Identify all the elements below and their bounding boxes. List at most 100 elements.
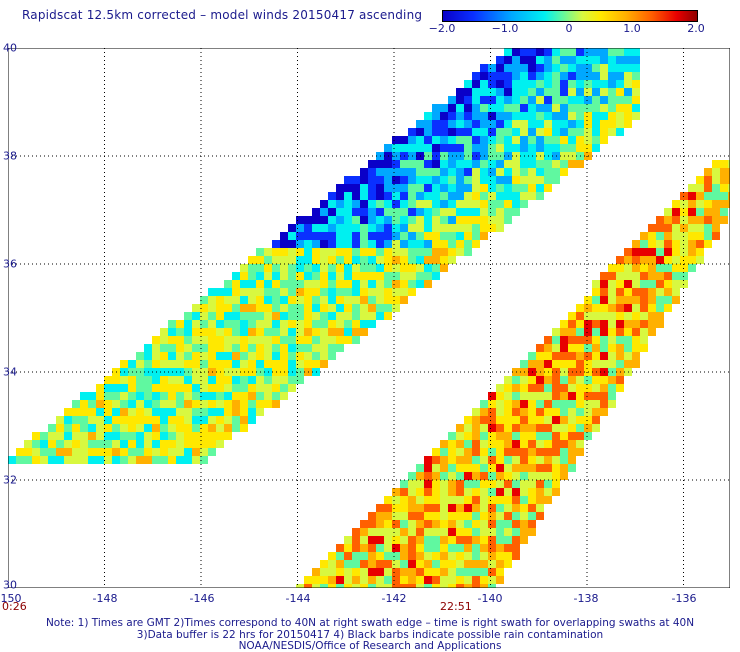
swath-cell: [512, 536, 520, 544]
swath-cell: [616, 120, 624, 128]
swath-cell: [640, 328, 648, 336]
swath-cell: [520, 136, 528, 144]
swath-cell: [376, 248, 384, 256]
swath-cell: [544, 48, 552, 56]
swath-cell: [632, 264, 640, 272]
swath-cell: [184, 416, 192, 424]
swath-cell: [432, 536, 440, 544]
swath-cell: [616, 56, 624, 64]
swath-cell: [592, 128, 600, 136]
swath-cell: [592, 64, 600, 72]
swath-cell: [496, 176, 504, 184]
swath-cell: [168, 344, 176, 352]
swath-cell: [688, 248, 696, 256]
swath-cell: [552, 432, 560, 440]
swath-cell: [168, 416, 176, 424]
swath-cell: [248, 360, 256, 368]
swath-cell: [120, 432, 128, 440]
swath-cell: [256, 272, 264, 280]
swath-cell: [576, 328, 584, 336]
swath-cell: [456, 112, 464, 120]
swath-cell: [392, 256, 400, 264]
swath-cell: [584, 296, 592, 304]
swath-cell: [448, 536, 456, 544]
swath-cell: [576, 400, 584, 408]
swath-cell: [536, 376, 544, 384]
swath-cell: [536, 488, 544, 496]
swath-cell: [376, 184, 384, 192]
swath-cell: [320, 312, 328, 320]
swath-cell: [288, 320, 296, 328]
swath-cell: [648, 296, 656, 304]
swath-cell: [432, 448, 440, 456]
swath-cell: [160, 400, 168, 408]
swath-cell: [392, 224, 400, 232]
swath-cell: [400, 192, 408, 200]
swath-cell: [328, 584, 336, 588]
swath-cell: [328, 352, 336, 360]
swath-cell: [224, 328, 232, 336]
swath-cell: [216, 352, 224, 360]
swath-cell: [448, 232, 456, 240]
swath-cell: [520, 120, 528, 128]
swath-cell: [504, 480, 512, 488]
swath-cell: [640, 248, 648, 256]
swath-cell: [312, 576, 320, 584]
swath-cell: [648, 232, 656, 240]
swath-cell: [560, 464, 568, 472]
swath-cell: [496, 64, 504, 72]
swath-cell: [416, 544, 424, 552]
swath-cell: [136, 384, 144, 392]
swath-cell: [608, 320, 616, 328]
swath-cell: [216, 384, 224, 392]
swath-cell: [552, 448, 560, 456]
swath-cell: [528, 504, 536, 512]
swath-cell: [536, 56, 544, 64]
swath-cell: [32, 440, 40, 448]
swath-cell: [728, 176, 730, 184]
swath-cell: [336, 280, 344, 288]
swath-cell: [536, 88, 544, 96]
swath-cell: [512, 128, 520, 136]
swath-cell: [600, 128, 608, 136]
swath-cell: [584, 312, 592, 320]
swath-cell: [536, 472, 544, 480]
swath-cell: [480, 432, 488, 440]
swath-cell: [368, 184, 376, 192]
swath-cell: [544, 408, 552, 416]
swath-cell: [392, 144, 400, 152]
swath-cell: [224, 288, 232, 296]
swath-cell: [376, 176, 384, 184]
swath-cell: [24, 448, 32, 456]
swath-cell: [488, 520, 496, 528]
swath-cell: [240, 312, 248, 320]
swath-cell: [608, 344, 616, 352]
swath-cell: [568, 128, 576, 136]
swath-cell: [728, 184, 730, 192]
swath-cell: [376, 200, 384, 208]
swath-cell: [200, 400, 208, 408]
swath-cell: [592, 144, 600, 152]
swath-cell: [616, 48, 624, 56]
swath-cell: [576, 344, 584, 352]
swath-cell: [592, 352, 600, 360]
swath-cell: [632, 280, 640, 288]
swath-cell: [336, 272, 344, 280]
swath-cell: [384, 224, 392, 232]
swath-cell: [400, 280, 408, 288]
swath-cell: [504, 184, 512, 192]
swath-cell: [536, 48, 544, 56]
swath-cell: [336, 328, 344, 336]
swath-cell: [256, 376, 264, 384]
swath-cell: [568, 96, 576, 104]
swath-cell: [288, 336, 296, 344]
swath-cell: [248, 256, 256, 264]
swath-cell: [520, 464, 528, 472]
swath-cell: [480, 568, 488, 576]
swath-cell: [272, 336, 280, 344]
swath-cell: [360, 304, 368, 312]
swath-cell: [200, 456, 208, 464]
swath-cell: [624, 328, 632, 336]
swath-cell: [152, 344, 160, 352]
swath-cell: [696, 248, 704, 256]
